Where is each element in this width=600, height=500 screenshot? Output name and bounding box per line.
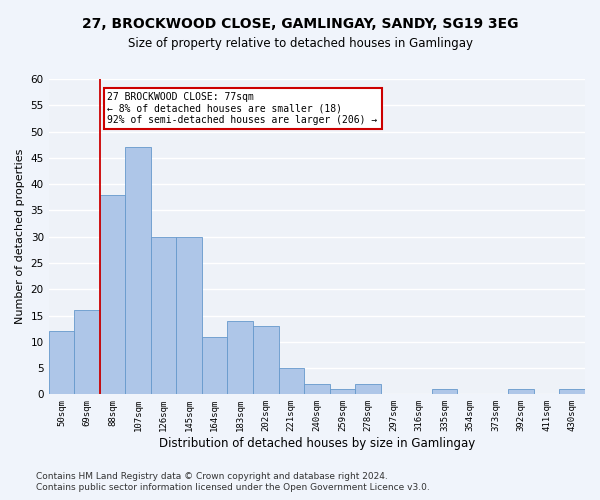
Text: 27 BROCKWOOD CLOSE: 77sqm
← 8% of detached houses are smaller (18)
92% of semi-d: 27 BROCKWOOD CLOSE: 77sqm ← 8% of detach… <box>107 92 377 126</box>
Bar <box>253 326 278 394</box>
Text: Contains public sector information licensed under the Open Government Licence v3: Contains public sector information licen… <box>36 484 430 492</box>
Bar <box>559 389 585 394</box>
Bar <box>151 236 176 394</box>
Bar <box>125 148 151 394</box>
Bar <box>508 389 534 394</box>
Text: 27, BROCKWOOD CLOSE, GAMLINGAY, SANDY, SG19 3EG: 27, BROCKWOOD CLOSE, GAMLINGAY, SANDY, S… <box>82 18 518 32</box>
Bar <box>100 194 125 394</box>
Bar <box>49 332 74 394</box>
Bar <box>202 336 227 394</box>
X-axis label: Distribution of detached houses by size in Gamlingay: Distribution of detached houses by size … <box>159 437 475 450</box>
Bar <box>278 368 304 394</box>
Bar <box>432 389 457 394</box>
Bar <box>304 384 329 394</box>
Bar <box>329 389 355 394</box>
Bar <box>176 236 202 394</box>
Bar <box>227 321 253 394</box>
Text: Contains HM Land Registry data © Crown copyright and database right 2024.: Contains HM Land Registry data © Crown c… <box>36 472 388 481</box>
Bar <box>74 310 100 394</box>
Bar <box>355 384 380 394</box>
Text: Size of property relative to detached houses in Gamlingay: Size of property relative to detached ho… <box>128 38 473 51</box>
Y-axis label: Number of detached properties: Number of detached properties <box>15 149 25 324</box>
